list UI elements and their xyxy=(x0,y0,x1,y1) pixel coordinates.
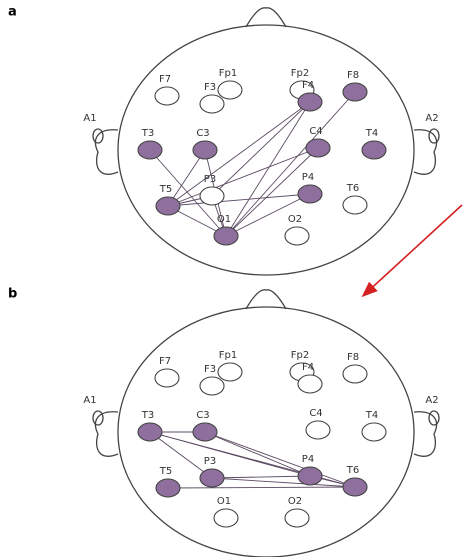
electrode-label: A2 xyxy=(425,113,438,124)
electrode xyxy=(193,423,217,441)
electrode xyxy=(155,87,179,105)
electrode xyxy=(298,467,322,485)
electrode xyxy=(362,141,386,159)
electrode xyxy=(343,478,367,496)
electrode-label: O2 xyxy=(288,214,302,225)
electrode xyxy=(306,139,330,157)
electrode xyxy=(343,196,367,214)
connection xyxy=(205,432,310,476)
right-ear xyxy=(414,130,437,174)
electrode-label: P4 xyxy=(302,172,314,183)
electrode-label: F7 xyxy=(159,74,171,85)
panel: b Fp1 Fp2 F7 F3 F4 F8 A1 T3 C3 C4 T4 A2 T5 P3 P4 T6 O1 O2 xyxy=(8,287,439,557)
electrode xyxy=(156,479,180,497)
electrode-label: T3 xyxy=(141,128,154,139)
electrode xyxy=(156,197,180,215)
connection xyxy=(212,102,310,196)
electrode xyxy=(200,187,224,205)
electrode xyxy=(200,469,224,487)
electrode xyxy=(214,227,238,245)
electrode xyxy=(362,423,386,441)
connection xyxy=(150,432,355,487)
electrode xyxy=(285,227,309,245)
electrode xyxy=(138,141,162,159)
electrode-label: F8 xyxy=(347,352,359,363)
electrode-label: Fp1 xyxy=(219,68,237,79)
red-arrow xyxy=(364,205,462,295)
electrode-label: F4 xyxy=(302,362,314,373)
electrode-label: C4 xyxy=(309,408,322,419)
electrode-label: F7 xyxy=(159,356,171,367)
electrode xyxy=(218,363,242,381)
electrode xyxy=(214,509,238,527)
electrode-label: A1 xyxy=(83,395,96,406)
electrode xyxy=(200,377,224,395)
electrode-label: F3 xyxy=(204,82,216,93)
electrode-label: T3 xyxy=(141,410,154,421)
electrode-label: O1 xyxy=(217,496,231,507)
electrode xyxy=(285,509,309,527)
electrode-label: C3 xyxy=(196,410,209,421)
electrode xyxy=(343,365,367,383)
electrode xyxy=(155,369,179,387)
electrode-label: C3 xyxy=(196,128,209,139)
electrode-label: Fp1 xyxy=(219,350,237,361)
electrode-label: P4 xyxy=(302,454,314,465)
nose xyxy=(246,290,286,309)
nose xyxy=(246,8,286,27)
left-ear xyxy=(95,412,118,456)
electrode-label: F3 xyxy=(204,364,216,375)
left-ear xyxy=(95,130,118,174)
electrode-label: T6 xyxy=(346,183,359,194)
electrode-label: Fp2 xyxy=(291,350,309,361)
electrode xyxy=(218,81,242,99)
connection xyxy=(168,102,310,206)
electrode xyxy=(298,185,322,203)
panel: a Fp1 Fp2 F7 F3 F4 F8 A1 T3 C3 C4 T4 A2 T5 P3 P4 T6 O1 O2 xyxy=(8,5,439,276)
connection xyxy=(168,148,318,206)
electrode-label: T4 xyxy=(365,410,378,421)
electrode-label: T5 xyxy=(159,466,172,477)
electrode xyxy=(306,421,330,439)
electrode xyxy=(298,375,322,393)
right-ear xyxy=(414,412,437,456)
electrode-label: C4 xyxy=(309,126,322,137)
electrode xyxy=(200,95,224,113)
electrode xyxy=(343,83,367,101)
panel-label: b xyxy=(8,287,17,302)
connection xyxy=(212,476,310,478)
electrode xyxy=(193,141,217,159)
electrode-label: T6 xyxy=(346,465,359,476)
electrode-label: A2 xyxy=(425,395,438,406)
electrode-label: T5 xyxy=(159,184,172,195)
electrode xyxy=(138,423,162,441)
electrode-label: P3 xyxy=(204,174,216,185)
electrode-label: T4 xyxy=(365,128,378,139)
electrode-label: Fp2 xyxy=(291,68,309,79)
electrode xyxy=(298,93,322,111)
electrode-label: F4 xyxy=(302,80,314,91)
electrode-label: F8 xyxy=(347,70,359,81)
connection xyxy=(168,487,355,488)
electrode-label: O1 xyxy=(217,214,231,225)
electrode-label: O2 xyxy=(288,496,302,507)
panel-label: a xyxy=(8,5,17,20)
electrode-label: A1 xyxy=(83,113,96,124)
electrode-label: P3 xyxy=(204,456,216,467)
eeg-figure: aFp1Fp2F7F3F4F8A1T3C3C4T4A2T5P3P4T6O1O2b… xyxy=(0,0,466,557)
